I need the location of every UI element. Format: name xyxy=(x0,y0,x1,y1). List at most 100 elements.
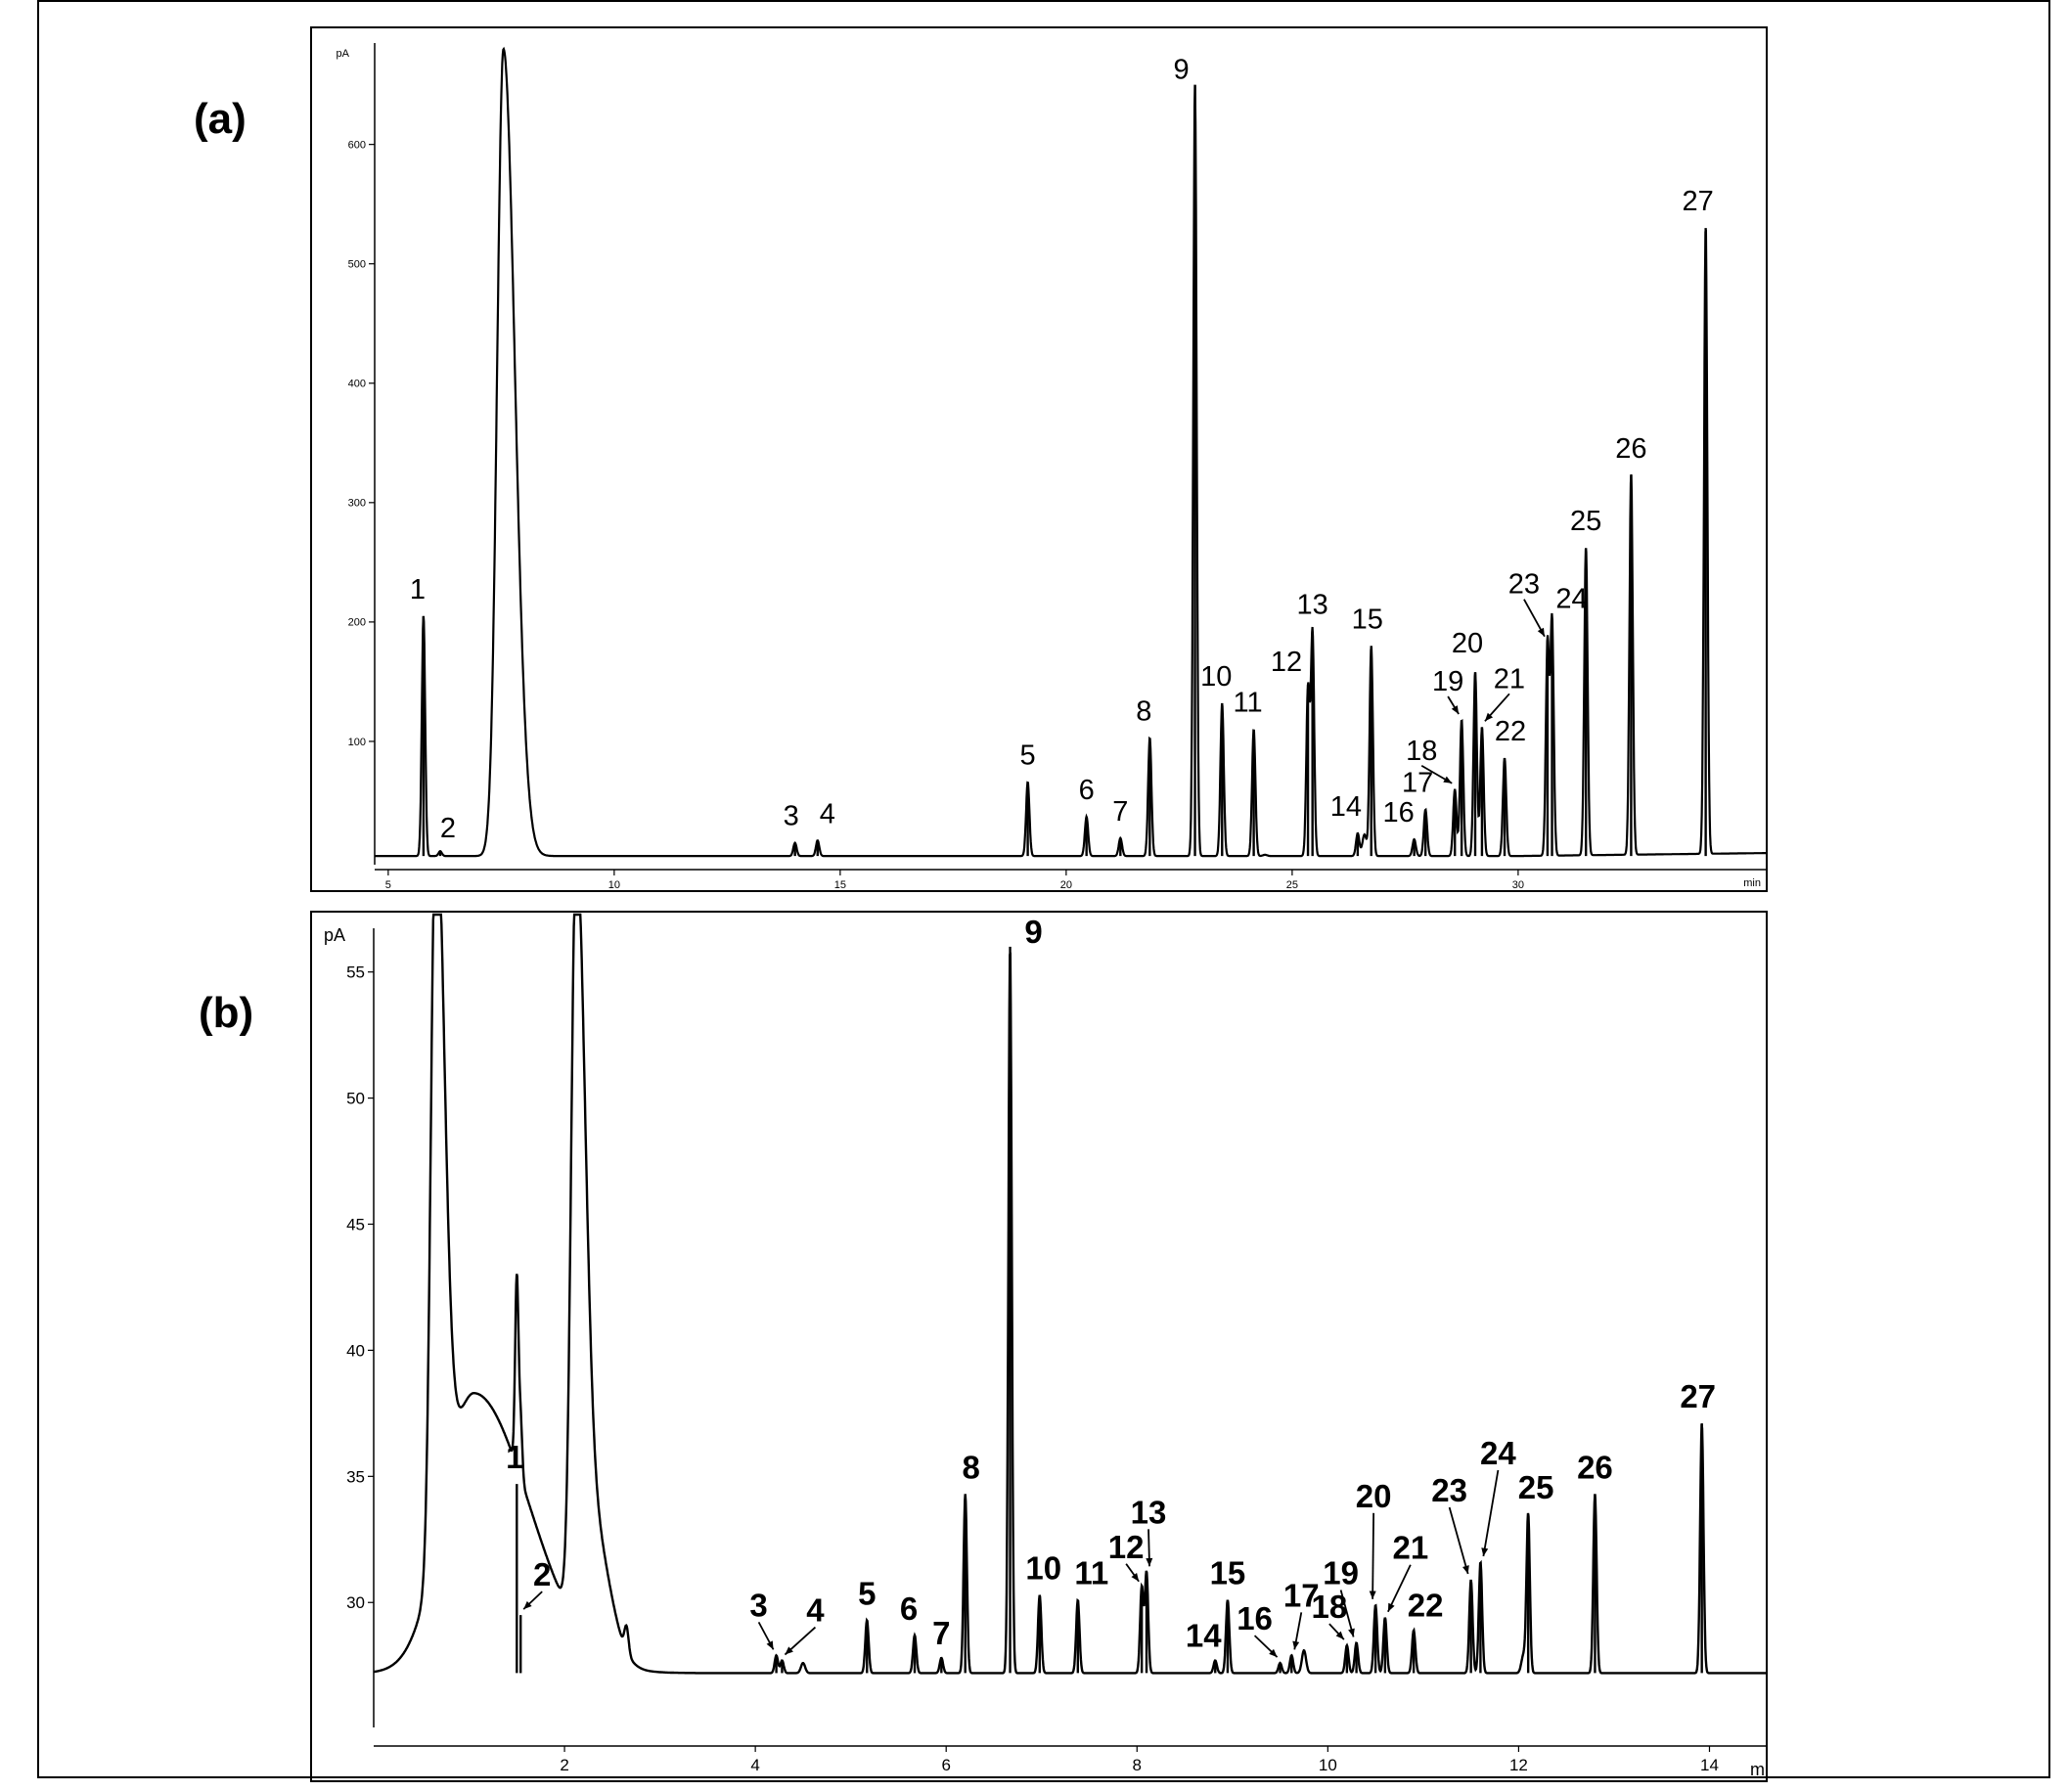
peak-17-label: 17 xyxy=(1283,1577,1320,1613)
peak-2-label: 2 xyxy=(440,813,456,844)
peak-21-label: 21 xyxy=(1393,1530,1429,1566)
panel-b-plot-frame xyxy=(310,911,1768,1782)
peak-12-label: 12 xyxy=(1108,1529,1145,1565)
peak-11-label: 11 xyxy=(1074,1555,1108,1591)
peak-4-arrowhead xyxy=(785,1646,793,1655)
y-tick-label: 400 xyxy=(348,379,366,390)
peak-18-arrowhead xyxy=(1335,1631,1344,1640)
peak-21-arrowhead xyxy=(1387,1602,1395,1612)
panel-b-y-unit: pA xyxy=(324,925,345,945)
peak-19-arrowhead xyxy=(1451,705,1460,714)
peak-21-arrow xyxy=(1387,1564,1412,1613)
peak-18-label: 18 xyxy=(1406,736,1437,767)
peak-6-label: 6 xyxy=(1079,775,1095,806)
peak-22-label: 22 xyxy=(1495,716,1526,747)
peak-17-arrowhead xyxy=(1292,1640,1300,1650)
peak-19-label: 19 xyxy=(1323,1554,1359,1590)
y-tick-label: 35 xyxy=(346,1467,365,1486)
peak-20-label: 20 xyxy=(1356,1478,1392,1514)
peak-3-label: 3 xyxy=(784,801,799,832)
peak-16-label: 16 xyxy=(1237,1600,1273,1636)
peak-9-label: 9 xyxy=(1173,55,1189,86)
peak-21-label: 21 xyxy=(1494,663,1525,694)
y-tick-label: 100 xyxy=(348,737,366,748)
x-tick-label: 25 xyxy=(1286,879,1298,891)
peak-14-label: 14 xyxy=(1330,791,1362,823)
peak-8-label: 8 xyxy=(963,1449,980,1485)
x-tick-label: 6 xyxy=(941,1756,950,1774)
peak-2-arrowhead xyxy=(523,1600,532,1610)
peak-23-arrowhead xyxy=(1537,627,1545,637)
peak-23-label: 23 xyxy=(1431,1472,1467,1508)
x-tick-label: 12 xyxy=(1509,1756,1528,1774)
peak-24-label: 24 xyxy=(1480,1435,1516,1471)
figure-frame xyxy=(37,0,2050,1778)
peak-26-label: 26 xyxy=(1615,433,1646,465)
peak-3-label: 3 xyxy=(749,1587,767,1623)
peak-4-label: 4 xyxy=(820,798,835,829)
peak-19-arrowhead xyxy=(1348,1628,1355,1637)
peak-21-arrowhead xyxy=(1484,712,1494,722)
peak-23-arrow xyxy=(1448,1506,1469,1575)
panel-a-trace xyxy=(375,46,1767,858)
x-tick-label: 15 xyxy=(834,879,846,891)
peak-27-label: 27 xyxy=(1680,1378,1716,1414)
y-tick-label: 50 xyxy=(346,1090,365,1108)
x-tick-label: 14 xyxy=(1700,1756,1719,1774)
panel-a-plot-frame xyxy=(310,26,1768,892)
x-tick-label: 8 xyxy=(1133,1756,1142,1774)
peak-11-label: 11 xyxy=(1234,688,1263,719)
peak-7-label: 7 xyxy=(1112,796,1128,828)
y-tick-label: 600 xyxy=(348,139,366,151)
peak-27-label: 27 xyxy=(1682,186,1713,217)
peak-12-label: 12 xyxy=(1271,647,1302,678)
y-tick-label: 200 xyxy=(348,617,366,629)
peak-10-label: 10 xyxy=(1200,661,1232,693)
peak-25-label: 25 xyxy=(1518,1469,1554,1505)
peak-3-arrowhead xyxy=(766,1640,774,1650)
peak-20-label: 20 xyxy=(1452,628,1483,659)
peak-4-label: 4 xyxy=(806,1592,825,1629)
panel-b-tag: (b) xyxy=(199,989,253,1037)
peak-5-label: 5 xyxy=(858,1575,876,1611)
peak-16-arrowhead xyxy=(1269,1648,1278,1658)
peak-7-label: 7 xyxy=(932,1615,950,1651)
x-tick-label: 5 xyxy=(385,879,391,891)
y-tick-label: 500 xyxy=(348,259,366,271)
peak-9-label: 9 xyxy=(1024,914,1042,950)
x-tick-label: 10 xyxy=(1319,1756,1337,1774)
peak-26-label: 26 xyxy=(1577,1449,1613,1485)
x-tick-label: 20 xyxy=(1060,879,1072,891)
peak-24-label: 24 xyxy=(1555,583,1587,614)
peak-2-label: 2 xyxy=(533,1556,551,1592)
peak-10-label: 10 xyxy=(1025,1550,1061,1587)
peak-1-label: 1 xyxy=(506,1439,523,1475)
peak-22-label: 22 xyxy=(1408,1588,1444,1624)
peak-18-arrowhead xyxy=(1443,776,1453,784)
peak-12-arrowhead xyxy=(1131,1573,1140,1582)
peak-25-label: 25 xyxy=(1570,506,1601,537)
peak-15-label: 15 xyxy=(1352,604,1383,635)
peak-5-label: 5 xyxy=(1020,739,1036,771)
peak-23-label: 23 xyxy=(1508,569,1540,601)
peak-24-arrowhead xyxy=(1481,1547,1489,1556)
peak-13-label: 13 xyxy=(1131,1494,1167,1530)
panel-a-y-unit: pA xyxy=(337,48,350,60)
y-tick-label: 45 xyxy=(346,1215,365,1233)
panel-b-trace xyxy=(374,913,1767,1675)
peak-19-label: 19 xyxy=(1432,666,1463,697)
x-tick-label: 2 xyxy=(560,1756,568,1774)
peak-13-label: 13 xyxy=(1297,590,1328,621)
peak-13-arrowhead xyxy=(1146,1557,1153,1567)
panel-a-x-unit: min xyxy=(1743,877,1761,889)
peak-14-label: 14 xyxy=(1186,1618,1222,1654)
x-tick-label: 30 xyxy=(1512,879,1524,891)
x-tick-label: 4 xyxy=(750,1756,759,1774)
